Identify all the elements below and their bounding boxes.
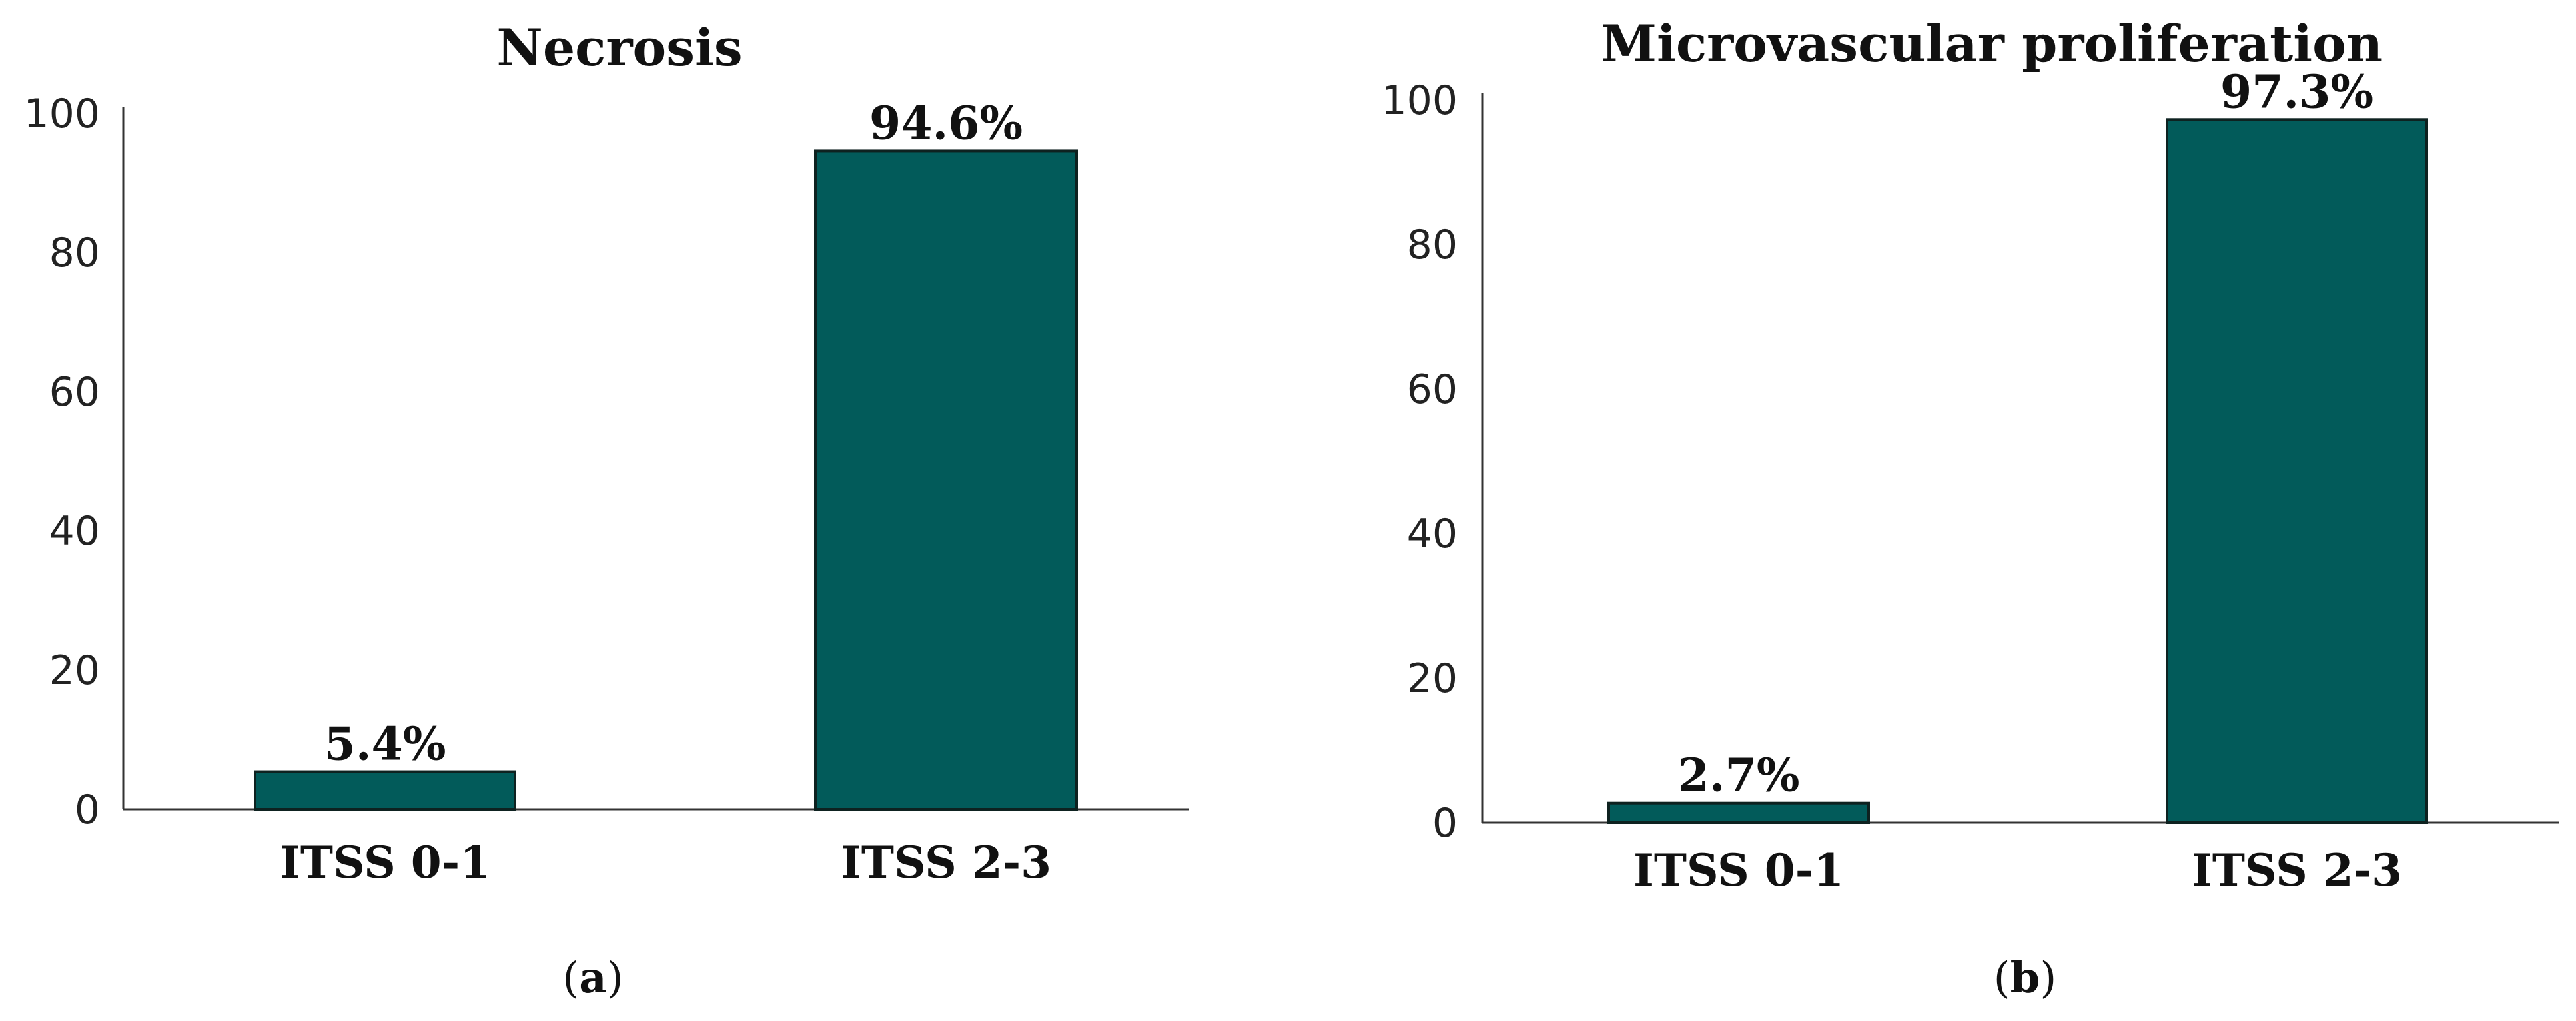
y-tick-label: 0 xyxy=(75,787,100,833)
y-tick-label: 60 xyxy=(1407,366,1458,413)
x-tick-label: ITSS 0-1 xyxy=(1633,845,1844,896)
y-tick-label: 60 xyxy=(49,369,100,416)
panel-label-a: (a) xyxy=(562,953,623,1003)
x-tick-label: ITSS 2-3 xyxy=(841,837,1051,888)
chart-panel-a: Necrosis 0 20 40 60 80 100 5.4% ITSS 0-1 94.6% IT… xyxy=(23,18,1189,888)
y-tick-label: 0 xyxy=(1432,800,1458,847)
bar xyxy=(2166,118,2428,824)
chart-title: Microvascular proliferation xyxy=(1601,14,2383,73)
bar xyxy=(254,770,516,811)
x-tick-label: ITSS 2-3 xyxy=(2192,845,2402,896)
y-tick-label: 20 xyxy=(1407,655,1458,702)
x-tick-label: ITSS 0-1 xyxy=(280,837,490,888)
y-tick-label: 100 xyxy=(1381,77,1458,124)
y-tick-label: 100 xyxy=(23,91,100,137)
y-tick-label: 20 xyxy=(49,647,100,694)
y-tick-label: 80 xyxy=(49,230,100,276)
data-label: 94.6% xyxy=(869,97,1023,150)
data-label: 2.7% xyxy=(1678,749,1800,803)
y-tick-label: 40 xyxy=(1407,511,1458,557)
data-label: 97.3% xyxy=(2220,65,2373,119)
data-label: 5.4% xyxy=(324,718,446,771)
chart-title: Necrosis xyxy=(496,18,742,77)
chart-panel-b: Microvascular proliferation 0 20 40 60 80 100… xyxy=(1381,14,2559,896)
bar xyxy=(814,149,1078,811)
bar xyxy=(1607,801,1870,824)
panel-label-b: (b) xyxy=(1994,953,2057,1003)
y-tick-label: 40 xyxy=(49,508,100,555)
y-tick-label: 80 xyxy=(1407,222,1458,268)
